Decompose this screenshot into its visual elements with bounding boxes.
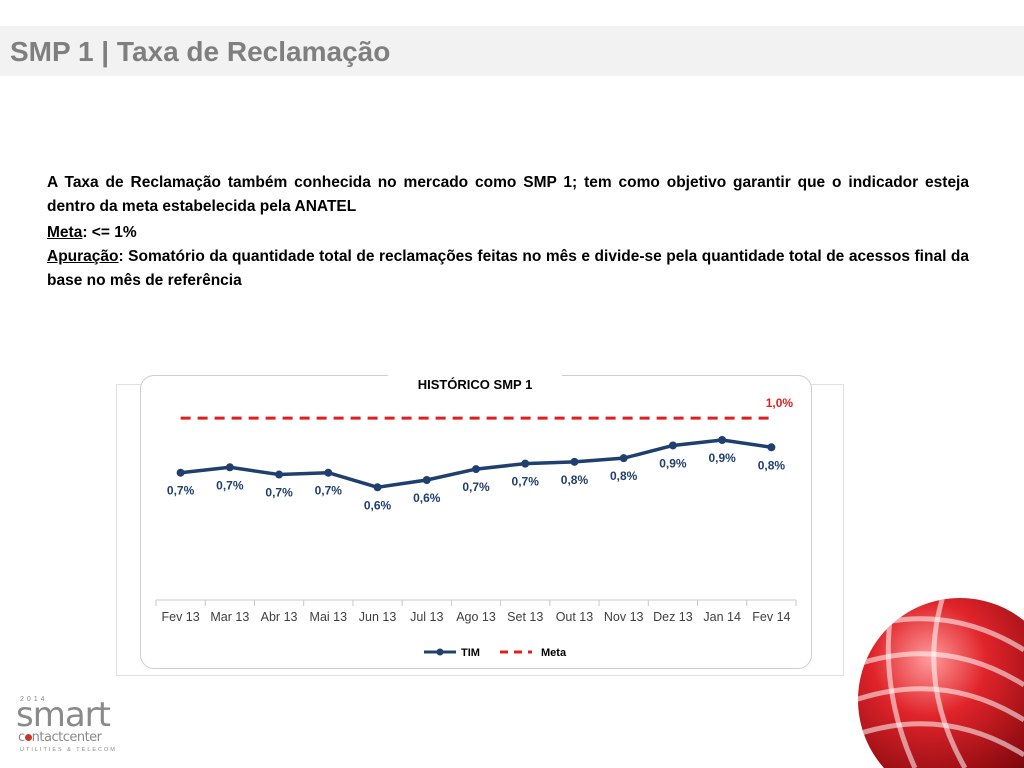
page-title: SMP 1 | Taxa de Reclamação [10, 36, 391, 67]
tim-data-point [718, 436, 727, 444]
tim-data-label: 0,7% [216, 478, 244, 492]
description-intro: A Taxa de Reclamação também conhecida no… [47, 174, 969, 215]
meta-label: Meta [47, 224, 83, 241]
title-bar: SMP 1 | Taxa de Reclamação [0, 26, 1024, 76]
tim-data-label: 0,6% [364, 498, 392, 512]
chart-frame [140, 375, 812, 669]
tim-data-label: 0,7% [462, 480, 490, 494]
x-tick-label: Jun 13 [359, 610, 397, 624]
description-block: A Taxa de Reclamação também conhecida no… [47, 171, 969, 293]
tim-data-point [373, 483, 382, 492]
tim-data-label: 0,7% [512, 475, 540, 489]
tim-data-point [225, 463, 234, 472]
tim-data-point [668, 441, 677, 450]
tim-data-label: 0,8% [561, 473, 589, 487]
tim-data-point [767, 443, 776, 452]
tim-data-point [275, 470, 284, 479]
red-globe-icon [858, 598, 1024, 768]
tim-data-point [324, 468, 333, 477]
logo-year: 2014 [20, 696, 48, 703]
apuracao-label: Apuração [47, 248, 119, 265]
logo-main-text: smart [16, 695, 111, 735]
smart-contact-center-logo: 2014 smart c ntactcenter UTILITIES & TELE… [16, 696, 128, 756]
tim-data-label: 0,6% [413, 491, 441, 505]
apuracao-line: Apuração: Somatório da quantidade total … [47, 245, 969, 293]
meta-value: : <= 1% [82, 224, 137, 241]
x-tick-label: Fev 13 [162, 610, 200, 624]
tim-data-label: 0,8% [758, 458, 786, 472]
tim-data-label: 0,9% [708, 451, 736, 465]
line-chart: Fev 13 Mar 13 Abr 13 Mai 13 Jun 13 Jul 13 Ago … [155, 396, 797, 659]
meta-line: Meta: <= 1% [47, 221, 969, 245]
logo-tagline: UTILITIES & TELECOM [20, 747, 117, 753]
x-tick-label: Out 13 [556, 610, 594, 624]
legend-tim-marker [436, 648, 444, 656]
tim-data-point [176, 468, 185, 477]
tim-data-label: 0,7% [265, 486, 293, 500]
tim-data-label: 0,8% [610, 469, 638, 483]
x-tick-label: Mar 13 [210, 610, 249, 624]
x-tick-label: Mai 13 [310, 610, 348, 624]
tim-data-label: 0,7% [315, 484, 343, 498]
tim-data-label: 0,9% [659, 456, 687, 470]
apuracao-value: : Somatório da quantidade total de recla… [47, 248, 969, 289]
x-tick-label: Fev 14 [752, 610, 790, 624]
tim-data-point [570, 457, 579, 466]
x-tick-label: Nov 13 [604, 610, 644, 624]
x-tick-label: Abr 13 [261, 610, 298, 624]
meta-data-label: 1,0% [766, 396, 794, 410]
tim-data-point [472, 465, 480, 474]
tim-data-point [422, 476, 431, 484]
tim-data-label: 0,7% [167, 484, 195, 498]
legend-meta-label: Meta [541, 647, 567, 659]
x-tick-label: Jul 13 [410, 610, 443, 624]
x-tick-label: Set 13 [507, 610, 543, 624]
logo-sub-text: c ntactcenter [18, 730, 102, 745]
tim-data-point [521, 459, 530, 468]
x-tick-label: Dez 13 [653, 610, 693, 624]
legend-tim-label: TIM [461, 647, 480, 659]
logo-dot-icon [24, 734, 32, 741]
tim-data-point [619, 454, 628, 463]
x-tick-label: Ago 13 [456, 610, 496, 624]
chart-title: HISTÓRICO SMP 1 [388, 372, 562, 396]
logo-sub-b: ntactcenter [31, 730, 102, 745]
logo-sub-a: c [18, 730, 25, 745]
x-tick-label: Jan 14 [703, 610, 741, 624]
